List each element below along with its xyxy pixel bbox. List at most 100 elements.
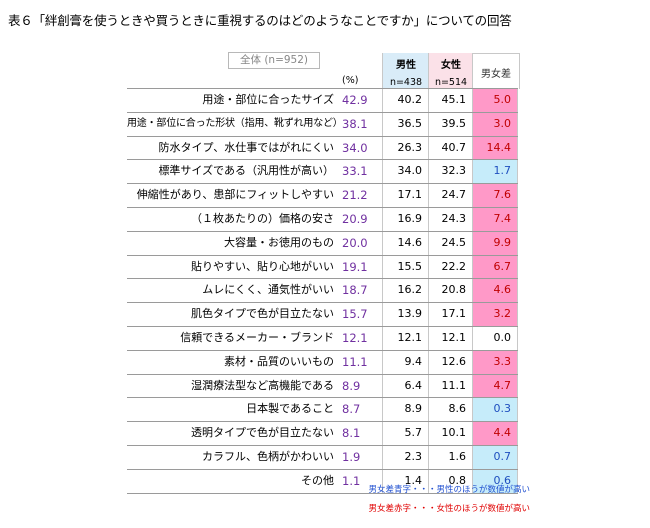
male-header-n: n=438 (389, 77, 423, 88)
female-value: 11.1 (428, 374, 472, 398)
table-row: （１枚あたりの）価格の安さ 20.9 16.9 24.3 7.4 (127, 207, 518, 232)
total-value: 20.9 (342, 211, 368, 226)
total-value: 1.1 (342, 473, 361, 488)
male-value: 17.1 (382, 184, 428, 207)
diff-value: 6.7 (472, 255, 518, 279)
male-value: 36.5 (382, 112, 428, 136)
percent-unit-label: (%) (342, 75, 359, 86)
row-label: 素材・品質のいいもの (224, 354, 334, 368)
total-value: 8.9 (342, 378, 361, 393)
male-value: 14.6 (382, 231, 428, 255)
row-label: 透明タイプで色が目立たない (191, 426, 334, 440)
table-row: 大容量・お徳用のもの 20.0 14.6 24.5 9.9 (127, 231, 518, 256)
female-header-label: 女性 (441, 60, 461, 71)
table-row: 貼りやすい、貼り心地がいい 19.1 15.5 22.2 6.7 (127, 255, 518, 280)
diff-value: 7.4 (472, 207, 518, 231)
diff-value: 0.6 (472, 469, 518, 493)
legend-blue-note: 男女差青字・・・男性のほうが数値が高い (368, 485, 530, 495)
total-value: 34.0 (342, 140, 368, 155)
female-value: 24.5 (428, 231, 472, 255)
female-value: 12.6 (428, 350, 472, 374)
female-value: 32.3 (428, 160, 472, 184)
table-row: ムレにくく、通気性がいい 18.7 16.2 20.8 4.6 (127, 279, 518, 304)
diff-value: 7.6 (472, 184, 518, 207)
row-label: 大容量・お徳用のもの (224, 235, 334, 249)
total-value: 8.7 (342, 402, 361, 417)
table-row: カラフル、色柄がかわいい 1.9 2.3 1.6 0.7 (127, 445, 518, 470)
diff-value: 4.6 (472, 279, 518, 303)
total-value: 1.9 (342, 449, 361, 464)
row-label: 標準サイズである（汎用性が高い） (158, 164, 334, 178)
table-row: 透明タイプで色が目立たない 8.1 5.7 10.1 4.4 (127, 422, 518, 446)
results-table: 用途・部位に合ったサイズ 42.9 40.2 45.1 5.0 用途・部位に合った形状（指… (127, 88, 518, 494)
row-label: 湿潤療法型など高機能である (191, 378, 334, 392)
total-value: 42.9 (342, 93, 368, 107)
diff-value: 3.3 (472, 350, 518, 374)
female-value: 45.1 (428, 89, 472, 112)
male-value: 16.9 (382, 207, 428, 231)
row-label: 信頼できるメーカー・ブランド (180, 330, 334, 344)
female-value: 24.3 (428, 207, 472, 231)
male-value: 15.5 (382, 255, 428, 279)
table-row: 肌色タイプで色が目立たない 15.7 13.9 17.1 3.2 (127, 303, 518, 327)
table-row: 湿潤療法型など高機能である 8.9 6.4 11.1 4.7 (127, 374, 518, 399)
male-value: 2.3 (382, 445, 428, 469)
female-value: 10.1 (428, 422, 472, 445)
row-label: 防水タイプ、水仕事ではがれにくい (158, 140, 334, 154)
table-row: 用途・部位に合ったサイズ 42.9 40.2 45.1 5.0 (127, 89, 518, 113)
row-label: 用途・部位に合った形状（指用、靴ずれ用など） (127, 117, 343, 129)
male-value: 40.2 (382, 89, 428, 112)
total-value: 38.1 (342, 116, 368, 131)
row-label: ムレにくく、通気性がいい (202, 283, 334, 297)
male-value: 26.3 (382, 136, 428, 160)
diff-value: 4.7 (472, 374, 518, 398)
total-header: 全体 (n=952) (228, 52, 320, 69)
diff-value: 14.4 (472, 136, 518, 160)
male-header-label: 男性 (396, 60, 416, 71)
male-value: 13.9 (382, 303, 428, 326)
female-header-n: n=514 (434, 77, 468, 88)
total-value: 21.2 (342, 188, 368, 203)
diff-value: 9.9 (472, 231, 518, 255)
female-value: 22.2 (428, 255, 472, 279)
diff-value: 3.2 (472, 303, 518, 326)
female-value: 24.7 (428, 184, 472, 207)
table-row: 素材・品質のいいもの 11.1 9.4 12.6 3.3 (127, 350, 518, 375)
male-value: 8.9 (382, 398, 428, 422)
female-value: 17.1 (428, 303, 472, 326)
table-row: 標準サイズである（汎用性が高い） 33.1 34.0 32.3 1.7 (127, 160, 518, 185)
diff-value: 3.0 (472, 112, 518, 136)
male-value: 12.1 (382, 326, 428, 350)
row-label: 肌色タイプで色が目立たない (191, 307, 334, 321)
table-row: 伸縮性があり、患部にフィットしやすい 21.2 17.1 24.7 7.6 (127, 184, 518, 208)
female-value: 0.8 (428, 469, 472, 493)
row-label: 日本製であること (246, 402, 334, 416)
male-value: 9.4 (382, 350, 428, 374)
table-row: 防水タイプ、水仕事ではがれにくい 34.0 26.3 40.7 14.4 (127, 136, 518, 161)
male-value: 16.2 (382, 279, 428, 303)
male-header: 男性 n=438 (382, 53, 429, 88)
diff-value: 0.0 (472, 326, 518, 350)
female-value: 20.8 (428, 279, 472, 303)
row-label: 伸縮性があり、患部にフィットしやすい (136, 188, 334, 202)
table-row: 信頼できるメーカー・ブランド 12.1 12.1 12.1 0.0 (127, 326, 518, 351)
diff-value: 0.7 (472, 445, 518, 469)
table-row: 用途・部位に合った形状（指用、靴ずれ用など） 38.1 36.5 39.5 3.0 (127, 112, 518, 137)
total-value: 8.1 (342, 426, 361, 441)
total-value: 33.1 (342, 164, 368, 179)
diff-value: 4.4 (472, 422, 518, 445)
row-label: （１枚あたりの）価格の安さ (191, 211, 334, 225)
total-value: 19.1 (342, 259, 368, 274)
male-value: 1.4 (382, 469, 428, 493)
female-value: 40.7 (428, 136, 472, 160)
diff-value: 1.7 (472, 160, 518, 184)
diff-header: 男女差 (472, 53, 520, 89)
total-value: 12.1 (342, 330, 368, 345)
female-value: 39.5 (428, 112, 472, 136)
row-label: 貼りやすい、貼り心地がいい (191, 259, 334, 273)
male-value: 5.7 (382, 422, 428, 445)
male-value: 6.4 (382, 374, 428, 398)
table-row: 日本製であること 8.7 8.9 8.6 0.3 (127, 398, 518, 423)
legend-red-note: 男女差赤字・・・女性のほうが数値が高い (368, 504, 530, 514)
row-label: 用途・部位に合ったサイズ (202, 93, 334, 106)
